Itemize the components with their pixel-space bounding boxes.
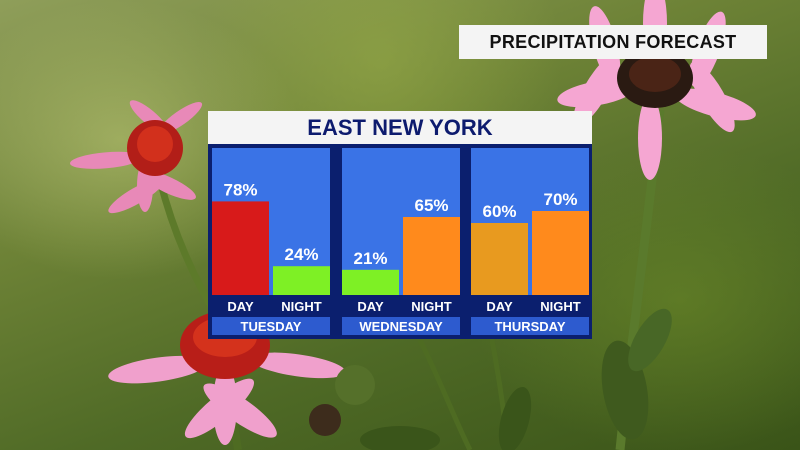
data-label-wednesday-day: 21%	[353, 249, 387, 268]
bar-wednesday-day	[342, 269, 399, 295]
tick-label-thursday-day: DAY	[486, 299, 513, 314]
data-label-tuesday-night: 24%	[284, 245, 318, 264]
data-label-tuesday-day: 78%	[223, 180, 257, 199]
group-label-bg-wednesday	[342, 317, 460, 335]
group-label-bg-tuesday	[212, 317, 330, 335]
bar-thursday-night	[532, 211, 589, 295]
data-label-thursday-day: 60%	[482, 202, 516, 221]
tick-label-wednesday-day: DAY	[357, 299, 384, 314]
group-label-wednesday: WEDNESDAY	[359, 319, 443, 334]
bar-wednesday-night	[403, 217, 460, 295]
bar-thursday-day	[471, 223, 528, 295]
group-label-thursday: THURSDAY	[494, 319, 565, 334]
bar-tuesday-night	[273, 266, 330, 295]
forecast-title: PRECIPITATION FORECAST	[459, 25, 767, 59]
data-label-thursday-night: 70%	[543, 190, 577, 209]
tick-label-thursday-night: NIGHT	[540, 299, 581, 314]
group-label-bg-thursday	[471, 317, 589, 335]
group-label-tuesday: TUESDAY	[241, 319, 302, 334]
bar-tuesday-day	[212, 201, 269, 295]
data-label-wednesday-night: 65%	[414, 196, 448, 215]
tick-label-tuesday-night: NIGHT	[281, 299, 322, 314]
location-title: EAST NEW YORK	[208, 111, 592, 144]
tick-label-tuesday-day: DAY	[227, 299, 254, 314]
precipitation-chart: 78% DAY 24% NIGHT TUESDAY 21% DAY 65% NIGHT WEDNE…	[212, 148, 589, 335]
tick-label-wednesday-night: NIGHT	[411, 299, 452, 314]
